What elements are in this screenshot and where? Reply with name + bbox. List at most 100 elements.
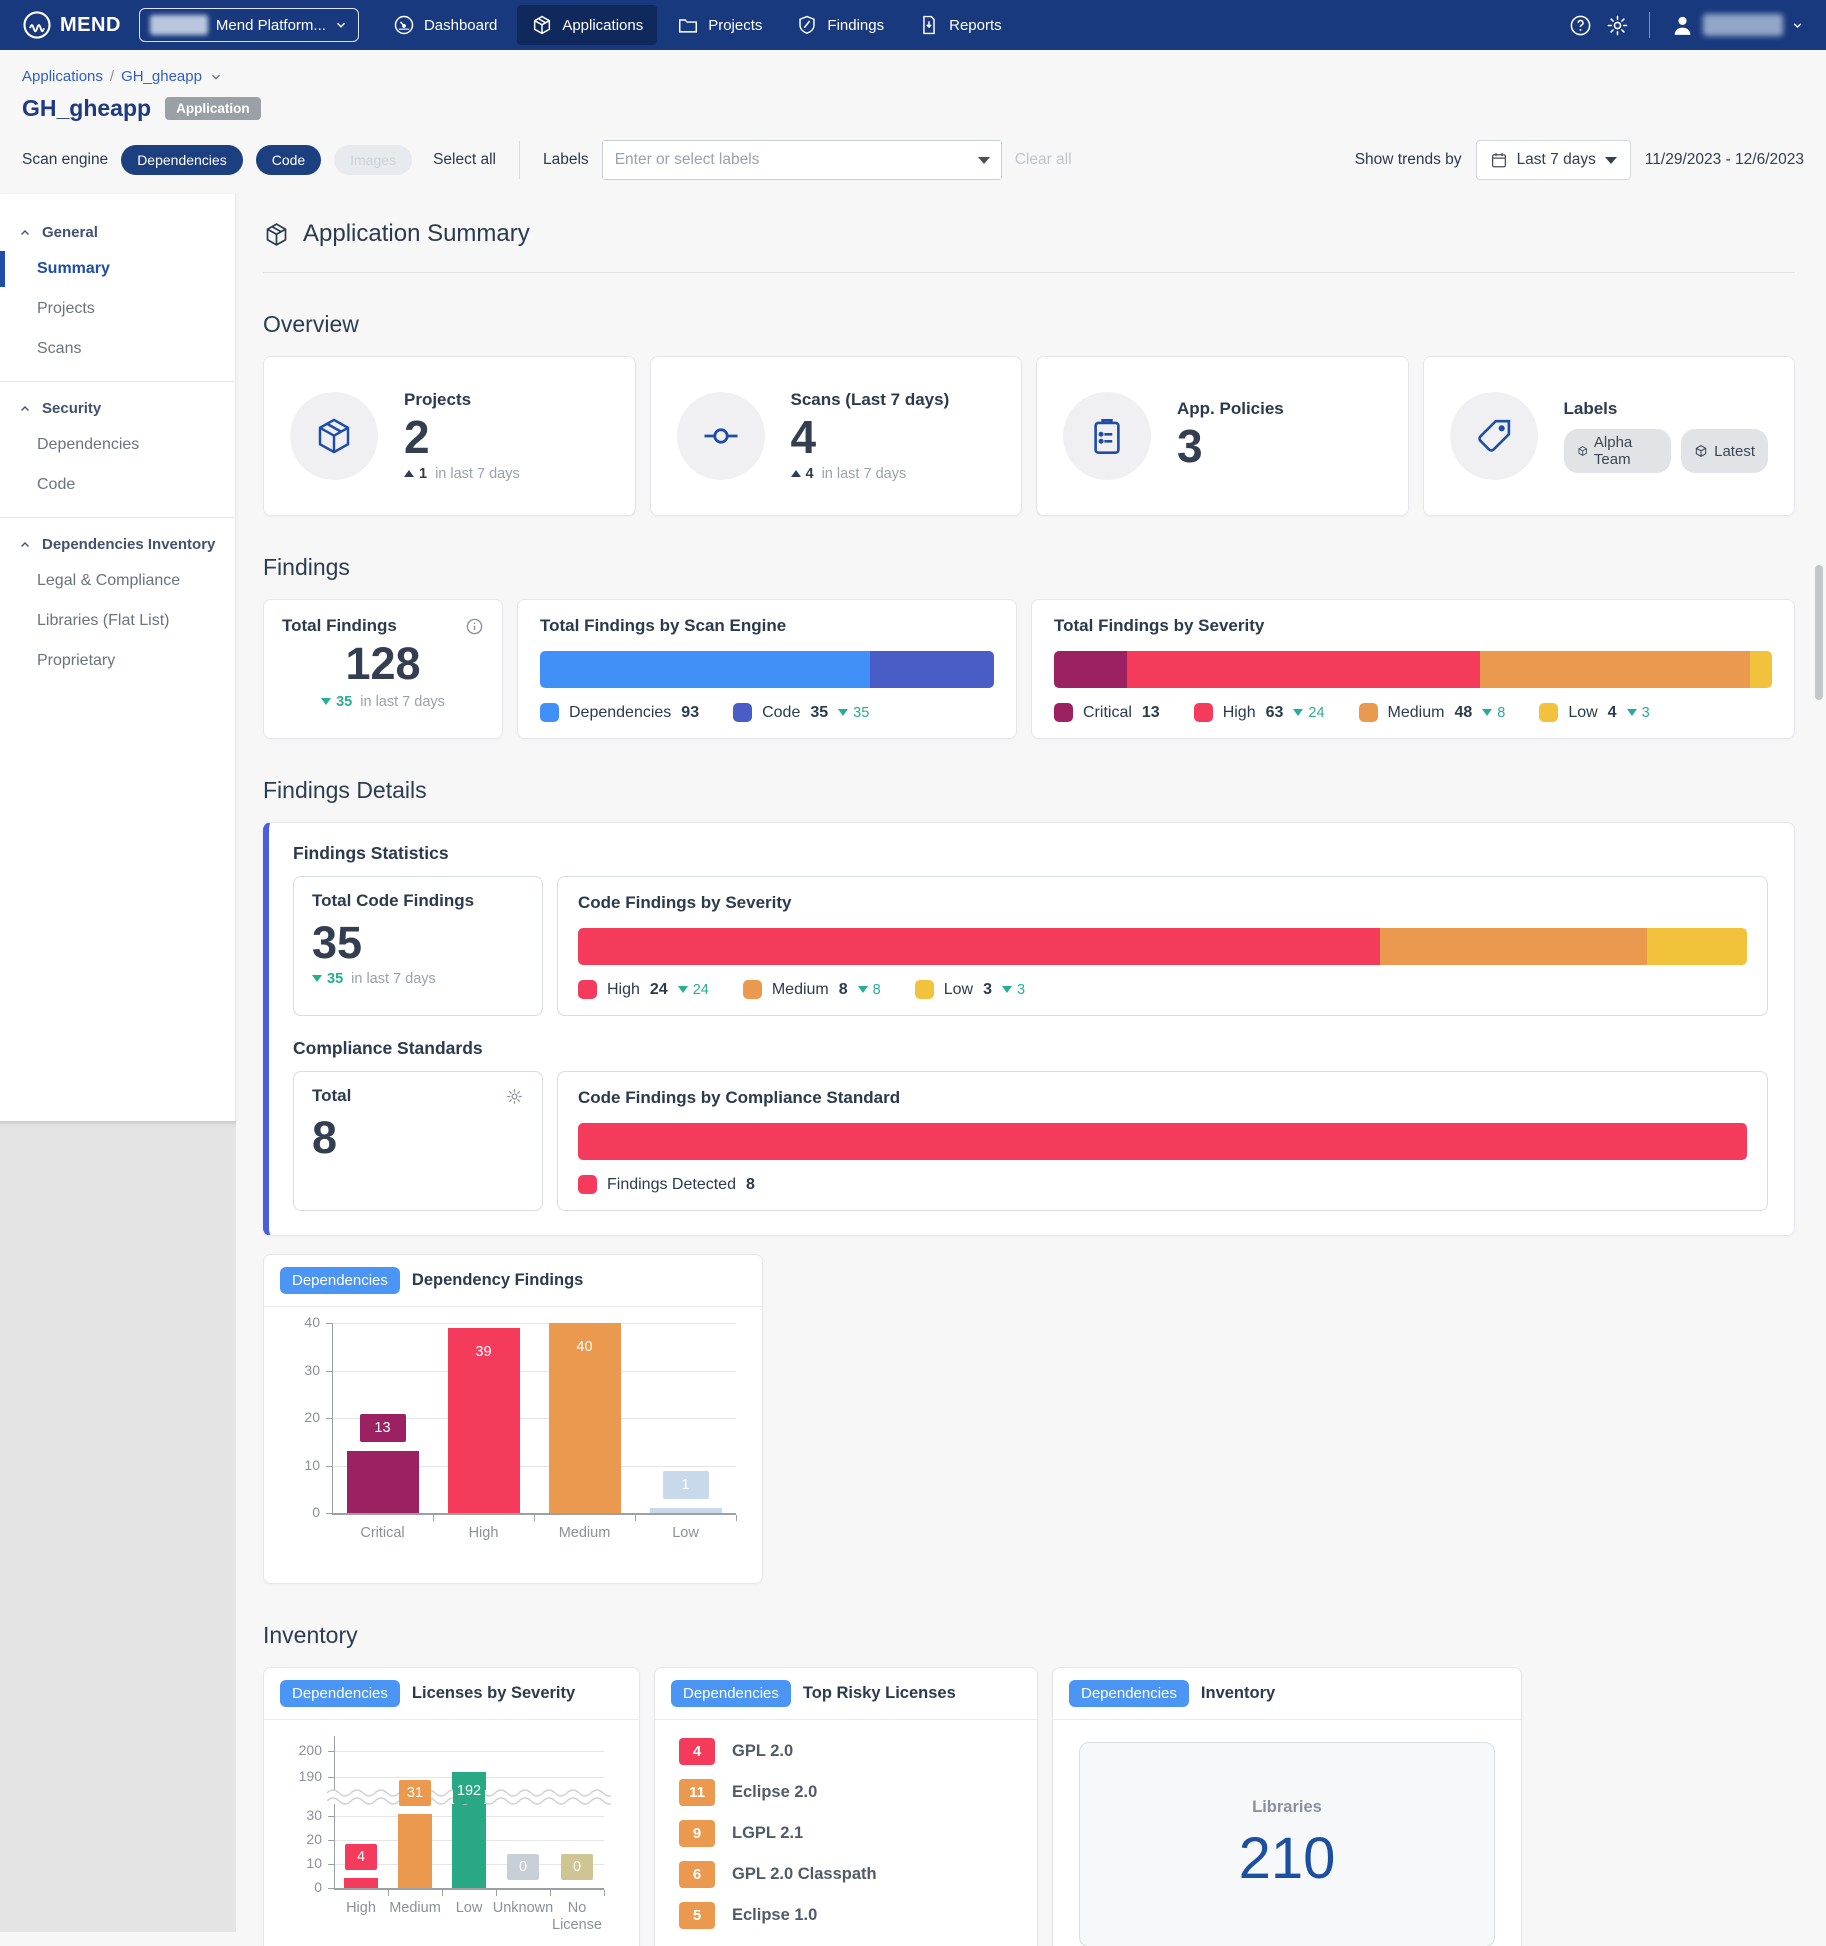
trend-up-icon xyxy=(790,470,801,478)
nav-item-applications[interactable]: Applications xyxy=(517,5,658,45)
bar-value-label: 13 xyxy=(359,1414,406,1443)
breadcrumb-current[interactable]: GH_gheapp xyxy=(121,68,202,85)
org-selector[interactable]: Mend Platform... xyxy=(138,8,359,42)
findings-statistics-title: Findings Statistics xyxy=(293,843,449,863)
trends-range-value: Last 7 days xyxy=(1516,151,1596,168)
risky-license-row[interactable]: 11 Eclipse 2.0 xyxy=(679,1779,1013,1806)
scans-trend: 4 in last 7 days xyxy=(790,466,906,482)
risky-license-row[interactable]: 9 LGPL 2.1 xyxy=(679,1820,1013,1847)
legend-medium: Medium 48 8 xyxy=(1358,703,1505,722)
code-findings-by-compliance-card: Code Findings by Compliance Standard Fin… xyxy=(557,1071,1768,1211)
engine-pill-code[interactable]: Code xyxy=(255,145,322,175)
sidebar-item-projects[interactable]: Projects xyxy=(37,300,95,317)
licenses-by-severity-chart: 0 10 20 30 190 200 4 High 31 Medium 192 Low 0 Unknown… xyxy=(288,1736,618,1938)
compliance-stackbar xyxy=(578,1123,1747,1160)
dashboard-icon xyxy=(394,15,414,35)
cube-icon xyxy=(318,418,350,454)
legend-critical: Critical 13 xyxy=(1054,703,1160,722)
code-findings-by-severity-card: Code Findings by Severity High 24 24 Med… xyxy=(557,876,1768,1016)
labels-input[interactable] xyxy=(602,141,1001,179)
labels-select xyxy=(601,140,1002,180)
risky-license-row[interactable]: 6 GPL 2.0 Classpath xyxy=(679,1861,1013,1888)
sidebar-item-code[interactable]: Code xyxy=(37,476,76,493)
mend-logo[interactable]: MEND xyxy=(22,10,121,40)
scrollbar-thumb[interactable] xyxy=(1815,565,1823,700)
inventory-card-title: Inventory xyxy=(1200,1684,1276,1702)
report-doc-icon xyxy=(923,15,935,35)
legend-low: Low 4 3 xyxy=(1539,703,1650,722)
divider xyxy=(0,517,235,518)
findings-details-heading: Findings Details xyxy=(263,777,427,803)
nav-item-reports[interactable]: Reports xyxy=(904,5,1016,45)
label-badge-latest[interactable]: Latest xyxy=(1681,429,1768,473)
breadcrumb-applications[interactable]: Applications xyxy=(22,68,103,85)
bar-medium xyxy=(398,1813,432,1888)
sidebar-item-scans[interactable]: Scans xyxy=(37,340,82,357)
user-menu[interactable] xyxy=(1670,13,1804,38)
top-risky-licenses-card: Dependencies Top Risky Licenses 4 GPL 2.… xyxy=(654,1667,1038,1946)
sidebar-item-dependencies[interactable]: Dependencies xyxy=(37,436,140,453)
label-badge-alpha-team[interactable]: Alpha Team xyxy=(1563,429,1672,473)
sidebar-item-legal-compliance[interactable]: Legal & Compliance xyxy=(37,572,181,589)
bar-value-label: 0 xyxy=(507,1854,539,1880)
org-name-redacted xyxy=(149,15,208,35)
labels-card: Labels Alpha Team Latest xyxy=(1422,356,1795,516)
nav-items: Dashboard Applications Projects Findings xyxy=(379,5,1016,45)
gear-icon[interactable] xyxy=(505,1087,524,1106)
sidebar-tail xyxy=(0,1121,236,1932)
sidebar-section-security[interactable]: Security xyxy=(0,392,235,425)
sidebar-section-dependencies-inventory[interactable]: Dependencies Inventory xyxy=(0,528,235,561)
nav-right xyxy=(1569,12,1804,38)
stack-seg-medium xyxy=(1379,928,1647,965)
main-content: Application Summary Overview Projects 2 … xyxy=(236,194,1826,1946)
legend-medium: Medium 8 8 xyxy=(742,980,881,999)
clear-all-button[interactable]: Clear all xyxy=(1014,151,1072,168)
labels-icon-circle xyxy=(1449,392,1538,480)
risky-license-row[interactable]: 4 GPL 2.0 xyxy=(679,1738,1013,1765)
sidebar-section-general[interactable]: General xyxy=(0,216,235,249)
findings-details-panel: Findings Statistics Total Code Findings … xyxy=(263,822,1795,1236)
trends-range-button[interactable]: Last 7 days xyxy=(1475,140,1631,180)
info-icon[interactable] xyxy=(465,617,484,636)
page-header: Applications / GH_gheapp GH_gheapp Appli… xyxy=(0,50,1826,194)
labels-label: Labels xyxy=(543,151,589,168)
nav-item-projects[interactable]: Projects xyxy=(663,5,776,45)
license-count-badge: 9 xyxy=(679,1820,715,1847)
calendar-icon xyxy=(1491,153,1506,168)
legend-high: High 24 24 xyxy=(578,980,709,999)
bar-value-label: 40 xyxy=(561,1333,608,1361)
total-findings-card: Total Findings 128 35 in last 7 days xyxy=(263,599,503,739)
main-header-title: Application Summary xyxy=(303,220,530,247)
sidebar-item-summary[interactable]: Summary xyxy=(0,249,235,289)
nav-label: Applications xyxy=(562,16,644,34)
total-findings-value: 128 xyxy=(345,638,421,689)
top-risky-licenses-title: Top Risky Licenses xyxy=(802,1684,956,1702)
nav-item-dashboard[interactable]: Dashboard xyxy=(379,5,511,45)
gear-icon[interactable] xyxy=(1606,14,1629,37)
stack-seg-findings-detected xyxy=(578,1123,1747,1160)
projects-trend: 1 in last 7 days xyxy=(404,466,520,482)
licenses-by-severity-card: Dependencies Licenses by Severity 0 10 20 3… xyxy=(263,1667,640,1946)
policies-count: 3 xyxy=(1177,419,1203,472)
app-policies-card: App. Policies 3 xyxy=(1036,356,1409,516)
sidebar-item-proprietary[interactable]: Proprietary xyxy=(37,652,116,669)
show-trends-label: Show trends by xyxy=(1354,151,1462,168)
dependencies-badge: Dependencies xyxy=(1069,1680,1189,1707)
scan-commit-icon xyxy=(704,428,737,444)
compliance-total-value: 8 xyxy=(312,1112,338,1163)
policies-icon-circle xyxy=(1063,392,1151,480)
license-count-badge: 11 xyxy=(679,1779,715,1806)
dropdown-caret-icon[interactable] xyxy=(977,157,990,164)
stack-seg-low xyxy=(1646,928,1747,965)
select-all-button[interactable]: Select all xyxy=(433,151,496,168)
risky-license-row[interactable]: 5 Eclipse 1.0 xyxy=(679,1902,1013,1929)
sidebar-item-libraries-flat-list[interactable]: Libraries (Flat List) xyxy=(37,612,170,629)
compliance-total-card: Total 8 xyxy=(293,1071,543,1211)
engine-pill-dependencies[interactable]: Dependencies xyxy=(121,145,243,175)
scan-engine-label: Scan engine xyxy=(22,151,109,168)
nav-item-findings[interactable]: Findings xyxy=(782,5,898,45)
help-icon[interactable] xyxy=(1569,14,1592,37)
total-code-findings-trend: 35 in last 7 days xyxy=(312,971,436,987)
severity-stackbar xyxy=(1054,651,1772,688)
nav-label: Reports xyxy=(949,16,1002,34)
